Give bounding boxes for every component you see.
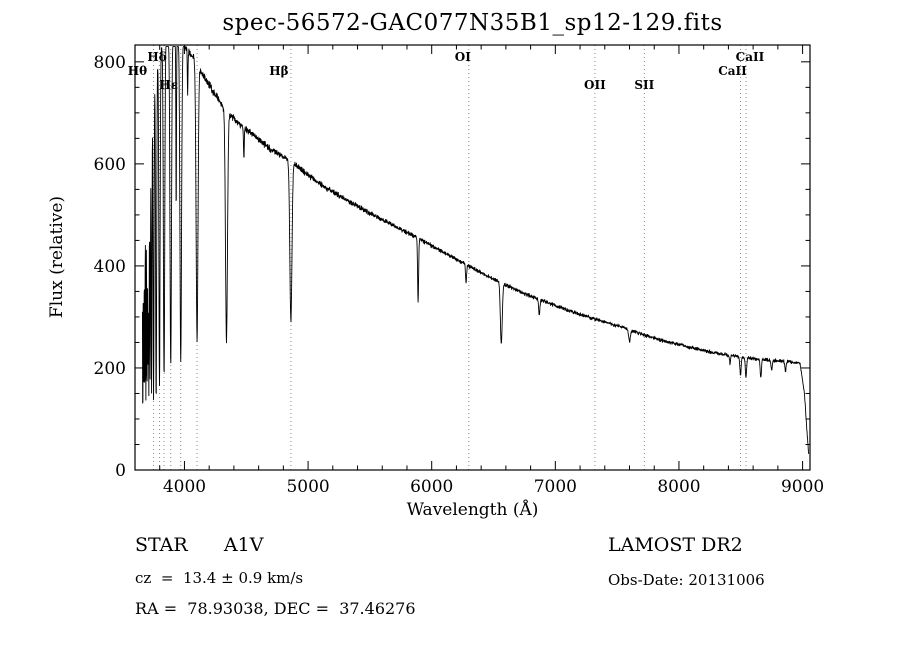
y-tick-label: 600 (94, 155, 126, 175)
y-tick-label: 0 (115, 461, 126, 481)
x-tick-label: 9000 (781, 477, 824, 497)
x-tick-label: 5000 (286, 477, 329, 497)
spectral-line-label: Hθ (128, 64, 147, 78)
plot-frame (134, 44, 811, 471)
x-axis-label: Wavelength (Å) (406, 500, 539, 520)
y-tick-label: 400 (94, 257, 126, 277)
object-class-label: STAR A1V (135, 534, 264, 556)
radial-velocity-label: cz = 13.4 ± 0.9 km/s (135, 569, 304, 587)
y-axis-label: Flux (relative) (47, 195, 67, 319)
spectral-line-label: OII (584, 78, 606, 92)
survey-release-label: LAMOST DR2 (608, 534, 743, 556)
spectral-line-label: Hβ (269, 64, 288, 78)
x-tick-label: 4000 (163, 477, 206, 497)
figure-title: spec-56572-GAC077N35B1_sp12-129.fits (222, 10, 723, 36)
x-tick-label: 8000 (657, 477, 700, 497)
x-tick-label: 7000 (534, 477, 577, 497)
spectral-line-label: Hδ (147, 50, 166, 64)
spectral-line-label: CaII (736, 50, 765, 64)
x-tick-label: 6000 (410, 477, 453, 497)
spectrum-trace (141, 46, 810, 455)
y-tick-label: 800 (94, 53, 126, 73)
spectral-line-label: SII (634, 78, 654, 92)
coordinates-label: RA = 78.93038, DEC = 37.46276 (135, 599, 416, 618)
spectral-line-label: Hε (159, 78, 178, 92)
spectral-line-label: OI (455, 50, 471, 64)
y-tick-label: 200 (94, 359, 126, 379)
spectral-line-label: CaII (718, 64, 747, 78)
obs-date-label: Obs-Date: 20131006 (608, 571, 765, 589)
